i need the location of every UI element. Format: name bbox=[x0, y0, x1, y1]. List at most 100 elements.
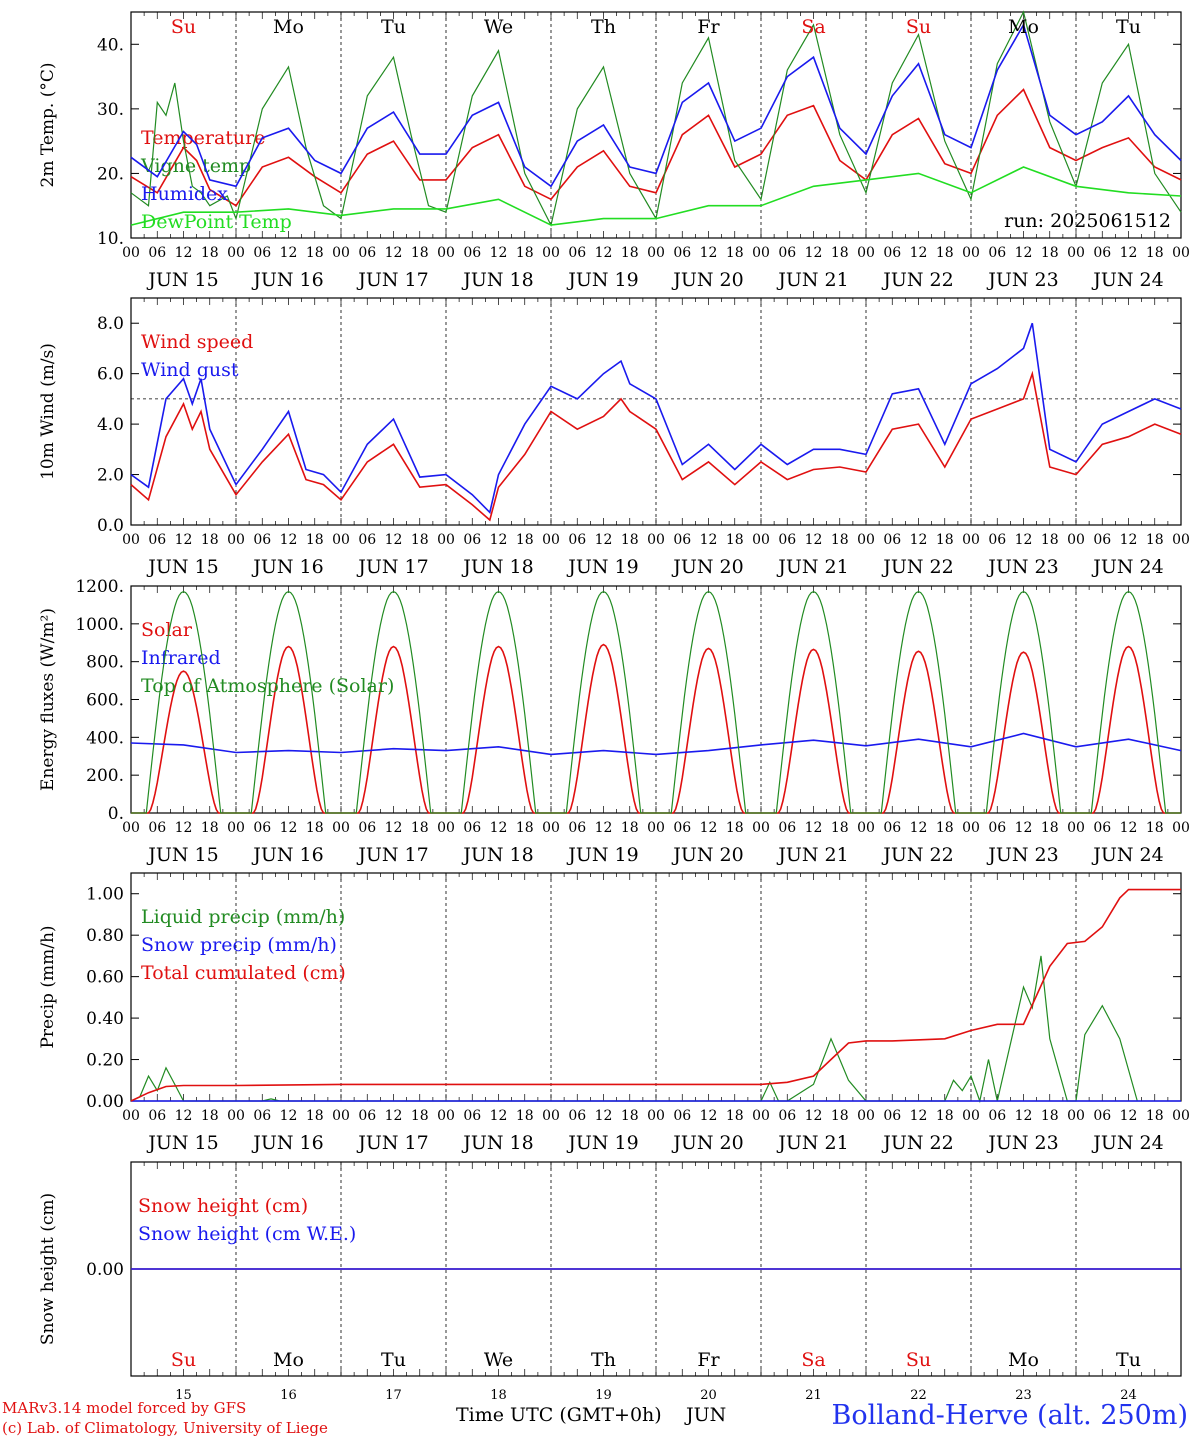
panel-1-hour-label: 18 bbox=[1041, 245, 1059, 261]
panel-3-hour-label: 06 bbox=[568, 820, 586, 836]
panel-3-legend-2: Top of Atmosphere (Solar) bbox=[141, 675, 394, 697]
panel-1-ytick-label: 30. bbox=[97, 100, 124, 120]
panel-1-hour-label: 12 bbox=[175, 245, 193, 261]
panel-1-day-label: Tu bbox=[381, 16, 406, 38]
panel-4-hour-label: 06 bbox=[568, 1108, 586, 1124]
station-title: Bolland-Herve (alt. 250m) bbox=[831, 1400, 1188, 1431]
panel-4-hour-label: 00 bbox=[542, 1108, 560, 1124]
panel-2-hour-label: 12 bbox=[1120, 532, 1138, 548]
panel-2-date-label: JUN 19 bbox=[566, 556, 638, 578]
panel-2-hour-label: 12 bbox=[385, 532, 403, 548]
panel-4-hour-label: 12 bbox=[1120, 1108, 1138, 1124]
panel-2-hour-label: 00 bbox=[332, 532, 350, 548]
panel-2-hour-label: 00 bbox=[1172, 532, 1190, 548]
panel-4-hour-label: 12 bbox=[700, 1108, 718, 1124]
panel-1-day-label: Tu bbox=[1116, 16, 1141, 38]
panel-4-hour-label: 06 bbox=[463, 1108, 481, 1124]
bottom-day-number: 21 bbox=[805, 1388, 822, 1403]
panel-3-legend-0: Solar bbox=[141, 619, 193, 641]
panel-1-hour-label: 00 bbox=[752, 245, 770, 261]
panel-2-hour-label: 00 bbox=[1067, 532, 1085, 548]
panel-4-hour-label: 12 bbox=[805, 1108, 823, 1124]
panel-3-hour-label: 00 bbox=[647, 820, 665, 836]
panel-2-hour-label: 12 bbox=[805, 532, 823, 548]
panel-2-series-0 bbox=[130, 370, 1182, 522]
panel-3-hour-label: 12 bbox=[280, 820, 298, 836]
panel-1-day-label: Sa bbox=[801, 16, 825, 38]
panel-1-hour-label: 00 bbox=[437, 245, 455, 261]
panel-2-hour-label: 06 bbox=[988, 532, 1006, 548]
panel-2-date-label: JUN 17 bbox=[356, 556, 428, 578]
bottom-day-label: Sa bbox=[801, 1349, 825, 1371]
panel-3-hour-label: 12 bbox=[1120, 820, 1138, 836]
panel-4-hour-label: 00 bbox=[1067, 1108, 1085, 1124]
panel-3-hour-label: 12 bbox=[595, 820, 613, 836]
bottom-day-number: 22 bbox=[910, 1388, 927, 1403]
panel-1-date-label: JUN 19 bbox=[566, 269, 638, 291]
panel-4-hour-label: 18 bbox=[516, 1108, 534, 1124]
panel-2-hour-label: 12 bbox=[280, 532, 298, 548]
panel-1-day-label: Th bbox=[591, 16, 616, 38]
panel-3-date-label: JUN 17 bbox=[356, 844, 428, 866]
panel-1-hour-label: 12 bbox=[490, 245, 508, 261]
bottom-day-number: 18 bbox=[490, 1388, 507, 1403]
panel-1-run-annotation: run: 2025061512 bbox=[1004, 210, 1171, 232]
panel-4-ytick-label: 0.00 bbox=[86, 1092, 124, 1112]
panel-4-hour-label: 06 bbox=[988, 1108, 1006, 1124]
panel-1-series-3 bbox=[130, 166, 1182, 226]
bottom-day-label: Su bbox=[906, 1349, 931, 1371]
panel-3-hour-label: 06 bbox=[358, 820, 376, 836]
panel-4-hour-label: 18 bbox=[201, 1108, 219, 1124]
panel-3-date-label: JUN 21 bbox=[776, 844, 848, 866]
panel-3-date-label: JUN 16 bbox=[251, 844, 323, 866]
panel-3-hour-label: 12 bbox=[175, 820, 193, 836]
panel-3-ylabel: Energy fluxes (W/m²) bbox=[38, 608, 58, 791]
panel-1-hour-label: 06 bbox=[568, 245, 586, 261]
panel-2-date-label: JUN 23 bbox=[986, 556, 1058, 578]
panel-3-hour-label: 00 bbox=[227, 820, 245, 836]
panel-4-hour-label: 00 bbox=[647, 1108, 665, 1124]
panel-4-hour-label: 06 bbox=[1093, 1108, 1111, 1124]
panel-4-date-label: JUN 16 bbox=[251, 1132, 323, 1154]
panel-4-hour-label: 00 bbox=[752, 1108, 770, 1124]
model-credit: MARv3.14 model forced by GFS bbox=[2, 1399, 247, 1417]
panel-1-hour-label: 18 bbox=[1146, 245, 1164, 261]
panel-2-hour-label: 18 bbox=[831, 532, 849, 548]
panel-4-legend-1: Snow precip (mm/h) bbox=[141, 934, 337, 956]
panel-3-hour-label: 06 bbox=[988, 820, 1006, 836]
panel-5-legend-0: Snow height (cm) bbox=[138, 1195, 308, 1217]
panel-2-ylabel: 10m Wind (m/s) bbox=[38, 343, 58, 480]
panel-3-date-label: JUN 20 bbox=[671, 844, 743, 866]
panel-2-hour-label: 18 bbox=[621, 532, 639, 548]
panel-1-hour-label: 06 bbox=[358, 245, 376, 261]
panel-2-hour-label: 06 bbox=[253, 532, 271, 548]
panel-3-hour-label: 00 bbox=[1067, 820, 1085, 836]
panel-4-date-label: JUN 24 bbox=[1091, 1132, 1163, 1154]
panel-3-hour-label: 00 bbox=[1172, 820, 1190, 836]
panel-2-hour-label: 06 bbox=[1093, 532, 1111, 548]
panel-3-hour-label: 18 bbox=[516, 820, 534, 836]
bottom-day-label: Su bbox=[171, 1349, 196, 1371]
panel-4-date-label: JUN 15 bbox=[146, 1132, 218, 1154]
panel-4-hour-label: 12 bbox=[1015, 1108, 1033, 1124]
panel-1-hour-label: 00 bbox=[962, 245, 980, 261]
panel-2-date-label: JUN 16 bbox=[251, 556, 323, 578]
panel-1-date-label: JUN 23 bbox=[986, 269, 1058, 291]
panel-3-hour-label: 12 bbox=[490, 820, 508, 836]
panel-4-hour-label: 12 bbox=[595, 1108, 613, 1124]
panel-2-hour-label: 00 bbox=[962, 532, 980, 548]
panel-2-date-label: JUN 15 bbox=[146, 556, 218, 578]
bottom-day-label: Mo bbox=[1008, 1349, 1039, 1371]
panel-3-ytick-label: 200. bbox=[86, 766, 124, 786]
panel-4-hour-label: 06 bbox=[883, 1108, 901, 1124]
panel-4-hour-label: 06 bbox=[778, 1108, 796, 1124]
panel-2-legend-1: Wind gust bbox=[141, 359, 239, 381]
bottom-day-label: Tu bbox=[381, 1349, 406, 1371]
panel-4-ytick-label: 0.20 bbox=[86, 1051, 124, 1071]
bottom-day-number: 15 bbox=[175, 1388, 192, 1403]
panel-3-ytick-label: 1000. bbox=[75, 615, 124, 635]
panel-1-legend-0: Temperature bbox=[141, 127, 265, 149]
panel-4-date-label: JUN 20 bbox=[671, 1132, 743, 1154]
panel-1-hour-label: 06 bbox=[148, 245, 166, 261]
